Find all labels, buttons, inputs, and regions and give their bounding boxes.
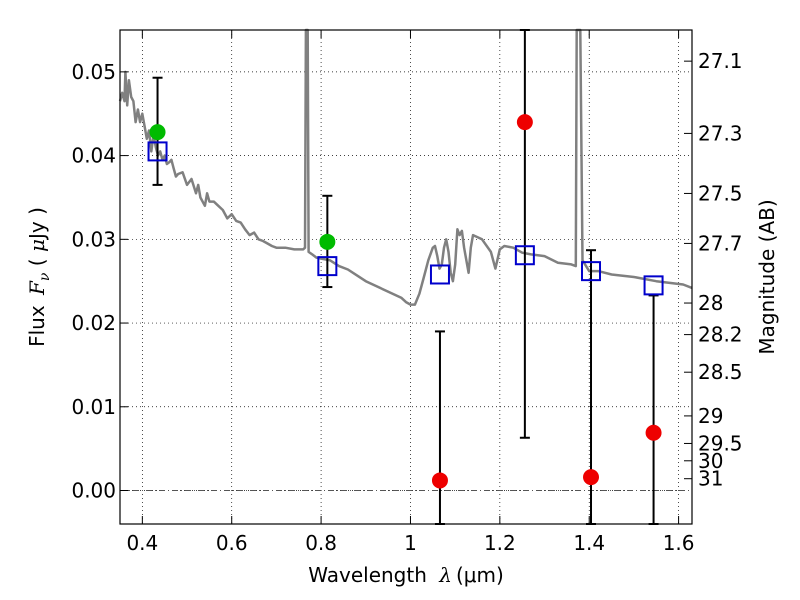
x-tick-label: 1.6 xyxy=(663,531,695,555)
y-tick-label: 0.04 xyxy=(71,144,116,168)
y-axis-label: Flux Fν ( μJy ) xyxy=(25,207,53,347)
magnitude-tick-label: 28.2 xyxy=(698,323,743,347)
x-axis-label: Wavelength λ (μm) xyxy=(308,563,504,587)
magnitude-tick-label: 28 xyxy=(698,291,723,315)
non-detection-point xyxy=(516,114,533,131)
model-photometry-point xyxy=(317,256,338,277)
magnitude-tick-label: 29.5 xyxy=(698,431,743,455)
magnitude-tick-label: 27.5 xyxy=(698,181,743,205)
y-tick-label: 0.05 xyxy=(71,60,116,84)
spectrum-line xyxy=(118,28,693,306)
x-tick-label: 1.4 xyxy=(573,531,605,555)
x-tick-label: 0.4 xyxy=(126,531,158,555)
model-photometry-point xyxy=(147,141,168,162)
magnitude-tick-label: 30 xyxy=(698,449,723,473)
plot-frame xyxy=(119,29,693,525)
magnitude-tick-label: 27.7 xyxy=(698,231,743,255)
data-markers xyxy=(147,114,664,489)
y-tick-label: 0.01 xyxy=(71,395,116,419)
y-tick-label: 0.02 xyxy=(71,311,116,335)
spectrum-series xyxy=(118,28,693,306)
y-tick-label: 0.00 xyxy=(71,479,116,503)
model-photometry-point xyxy=(514,245,535,266)
magnitude-tick-label: 27.1 xyxy=(698,49,743,73)
y-axis-ticks: 0.00 0.01 0.02 0.03 0.04 0.05 xyxy=(71,60,128,503)
non-detection-point xyxy=(583,469,600,486)
model-photometry-point xyxy=(429,264,450,285)
x-axis-ticks: 0.4 0.6 0.8 1 1.2 1.4 1.6 xyxy=(126,30,695,555)
detection-point xyxy=(149,124,166,141)
model-photometry-point xyxy=(581,261,602,282)
magnitude-tick-label: 28.5 xyxy=(698,360,743,384)
x-tick-label: 1.2 xyxy=(484,531,516,555)
x-tick-label: 0.6 xyxy=(216,531,248,555)
right-axis-label: Magnitude (AB) xyxy=(755,199,779,354)
magnitude-tick-label: 29 xyxy=(698,404,723,428)
non-detection-point xyxy=(645,424,662,441)
non-detection-point xyxy=(431,472,448,489)
model-photometry-point xyxy=(643,275,664,296)
magnitude-tick-label: 31 xyxy=(698,467,723,491)
y-tick-label: 0.03 xyxy=(71,227,116,251)
x-tick-label: 0.8 xyxy=(305,531,337,555)
magnitude-tick-label: 27.3 xyxy=(698,121,743,145)
x-tick-label: 1 xyxy=(404,531,417,555)
detection-point xyxy=(319,233,336,250)
grid xyxy=(120,30,692,524)
